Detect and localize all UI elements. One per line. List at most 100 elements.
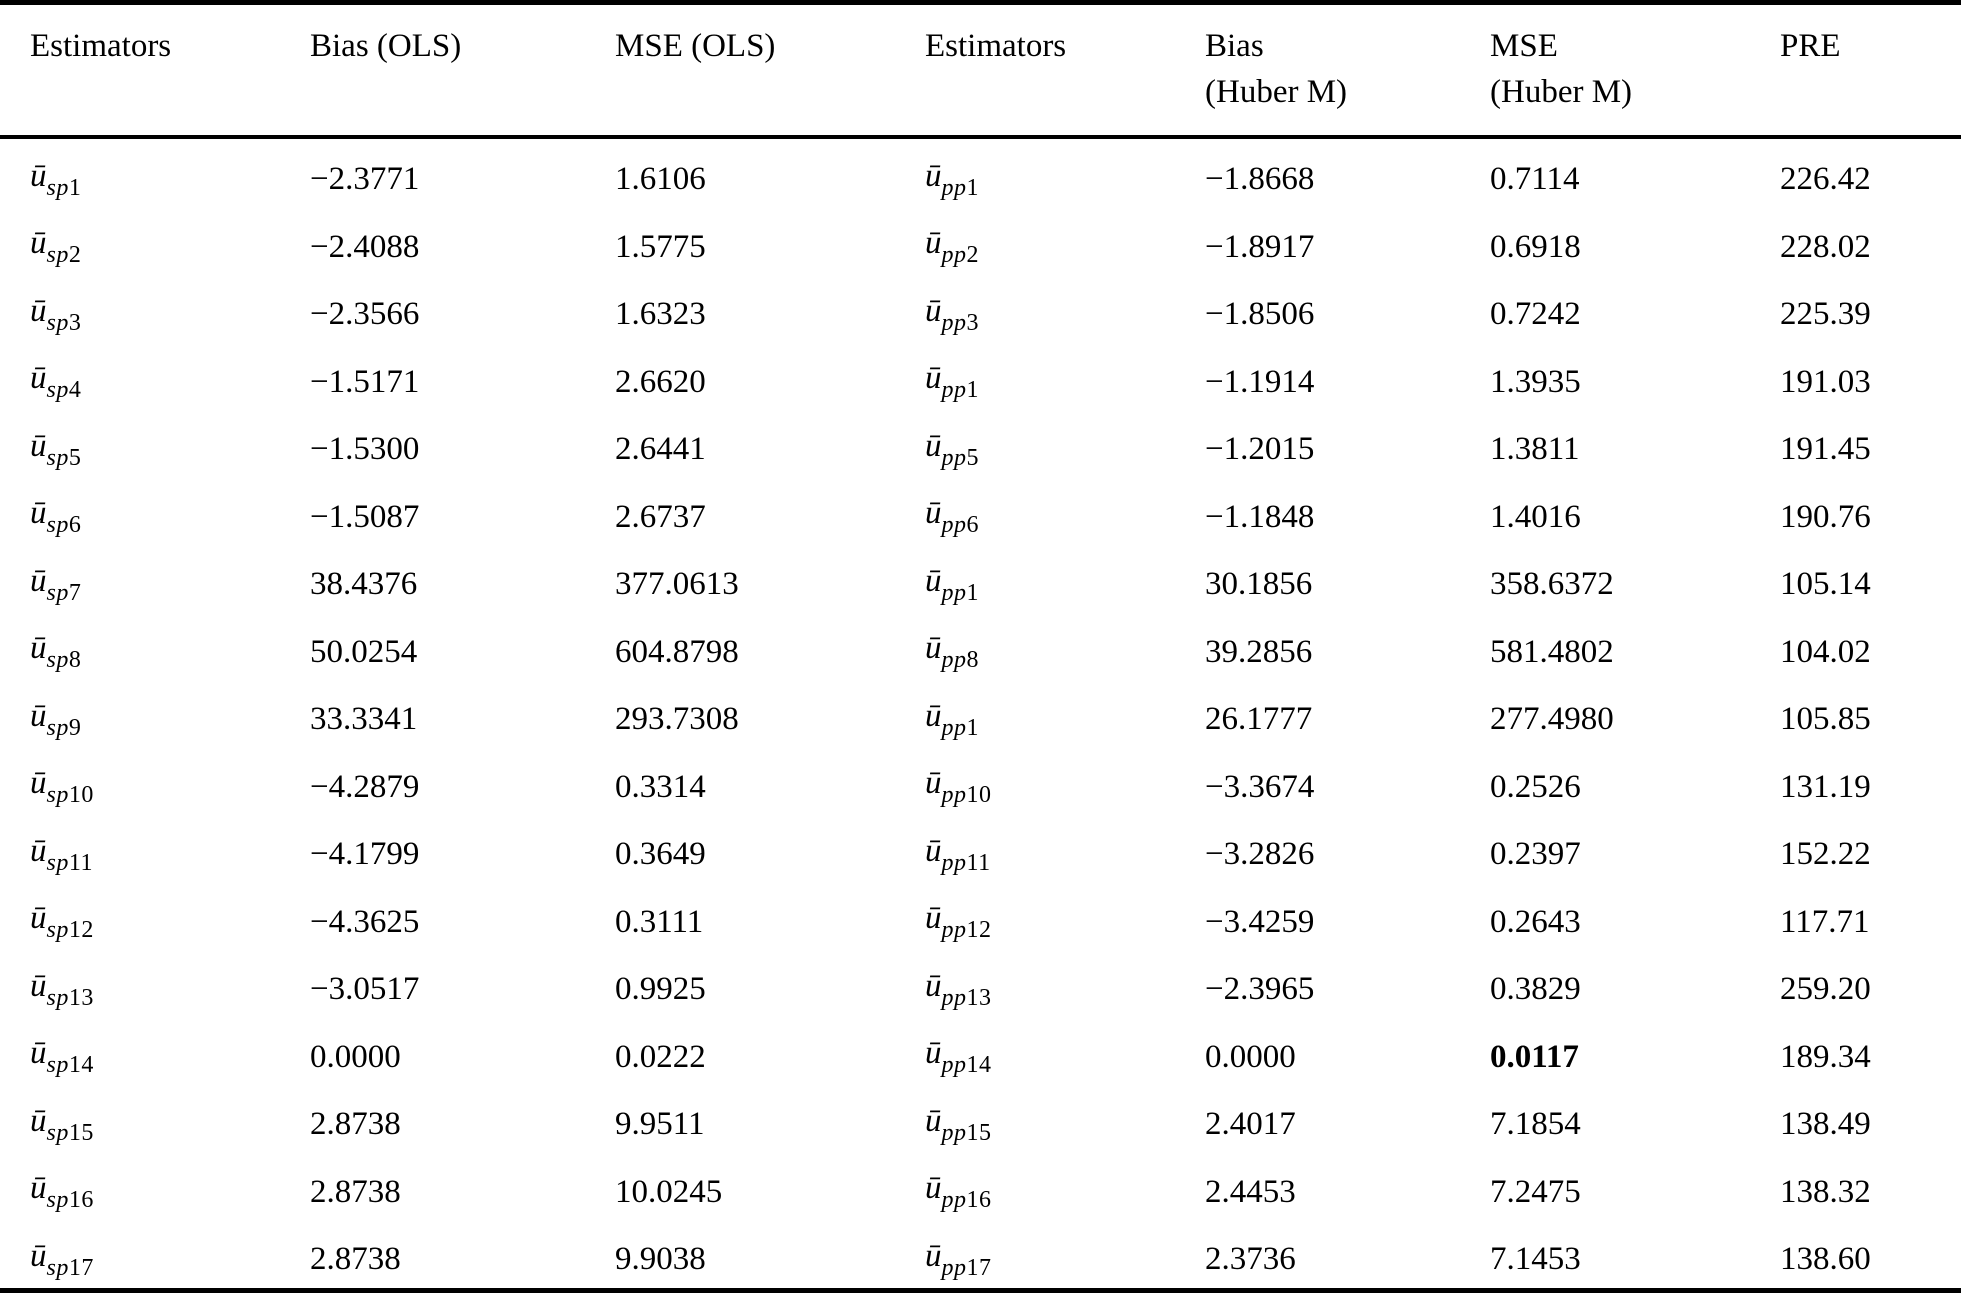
estimator-right-cell: ūpp1 (925, 698, 1205, 742)
table-row: ūsp17 2.8738 9.9038 ūpp17 2.3736 7.1453 … (0, 1226, 1961, 1294)
mse-huber-value: 0.7242 (1490, 296, 1581, 333)
estimator-left-cell: ūsp16 (0, 1170, 310, 1214)
estimator-left-cell: ūsp14 (0, 1035, 310, 1079)
bias-huber-value: −1.1914 (1205, 363, 1315, 400)
estimator-right-cell: ūpp3 (925, 293, 1205, 337)
estimator-left-cell: ūsp3 (0, 293, 310, 337)
mse-ols-value: 1.5775 (615, 228, 706, 265)
estimator-right-cell: ūpp5 (925, 428, 1205, 472)
estimator-left-symbol: ūsp12 (30, 900, 94, 944)
bias-huber-value: −1.2015 (1205, 431, 1315, 468)
mse-huber-value: 7.1453 (1490, 1241, 1581, 1278)
mse-huber-value: 0.3829 (1490, 971, 1581, 1008)
estimator-right-cell: ūpp16 (925, 1170, 1205, 1214)
bias-huber-value: 30.1856 (1205, 566, 1313, 603)
estimator-right-symbol: ūpp8 (925, 630, 979, 674)
mse-huber-value: 581.4802 (1490, 633, 1614, 670)
estimator-right-cell: ūpp1 (925, 360, 1205, 404)
pre-value: 131.19 (1780, 768, 1871, 805)
pre-value: 105.85 (1780, 701, 1871, 738)
mse-ols-value: 0.3314 (615, 768, 706, 805)
estimator-left-symbol: ūsp13 (30, 967, 94, 1011)
mse-huber-value: 358.6372 (1490, 566, 1614, 603)
column-header-estimators-right: Estimators (925, 23, 1205, 135)
mse-ols-value: 1.6106 (615, 161, 706, 198)
estimator-right-symbol: ūpp12 (925, 900, 992, 944)
pre-value: 191.45 (1780, 431, 1871, 468)
column-header-label: Estimators (925, 28, 1067, 64)
estimator-right-cell: ūpp1 (925, 158, 1205, 202)
pre-value: 117.71 (1780, 903, 1870, 940)
column-header-label: (Huber M) (1205, 74, 1348, 110)
estimator-left-cell: ūsp4 (0, 360, 310, 404)
mse-ols-value: 9.9038 (615, 1241, 706, 1278)
column-header-bias-ols: Bias (OLS) (310, 23, 615, 135)
estimator-left-cell: ūsp15 (0, 1103, 310, 1147)
table-row: ūsp12 −4.3625 0.3111 ūpp12 −3.4259 0.264… (0, 889, 1961, 957)
bias-ols-value: −2.4088 (310, 228, 420, 265)
estimator-left-symbol: ūsp10 (30, 765, 94, 809)
mse-huber-value: 0.2526 (1490, 768, 1581, 805)
table-header-row: Estimators Bias (OLS) MSE (OLS) Estimato… (0, 5, 1961, 139)
estimator-left-cell: ūsp10 (0, 765, 310, 809)
estimator-right-cell: ūpp2 (925, 225, 1205, 269)
mse-ols-value: 0.0222 (615, 1038, 706, 1075)
estimator-left-cell: ūsp6 (0, 495, 310, 539)
column-header-label: (Huber M) (1490, 74, 1633, 110)
estimator-left-symbol: ūsp7 (30, 562, 82, 606)
column-header-estimators-left: Estimators (0, 23, 310, 135)
table-row: ūsp7 38.4376 377.0613 ūpp1 30.1856 358.6… (0, 551, 1961, 619)
mse-huber-value: 0.2397 (1490, 836, 1581, 873)
bias-ols-value: −2.3566 (310, 296, 420, 333)
column-header-label: Estimators (30, 28, 172, 64)
table-row: ūsp13 −3.0517 0.9925 ūpp13 −2.3965 0.382… (0, 956, 1961, 1024)
estimator-right-cell: ūpp8 (925, 630, 1205, 674)
pre-value: 228.02 (1780, 228, 1871, 265)
mse-ols-value: 377.0613 (615, 566, 739, 603)
mse-huber-value: 0.6918 (1490, 228, 1581, 265)
estimator-left-cell: ūsp8 (0, 630, 310, 674)
pre-value: 225.39 (1780, 296, 1871, 333)
column-header-label: Bias (OLS) (310, 28, 462, 64)
estimator-right-symbol: ūpp5 (925, 427, 979, 471)
pre-value: 138.60 (1780, 1241, 1871, 1278)
estimator-right-symbol: ūpp16 (925, 1170, 992, 1214)
estimator-left-symbol: ūsp3 (30, 292, 82, 336)
pre-value: 138.49 (1780, 1106, 1871, 1143)
estimator-left-symbol: ūsp4 (30, 360, 82, 404)
table-row: ūsp3 −2.3566 1.6323 ūpp3 −1.8506 0.7242 … (0, 281, 1961, 349)
mse-huber-value: 0.7114 (1490, 161, 1580, 198)
pre-value: 190.76 (1780, 498, 1871, 535)
bias-ols-value: 0.0000 (310, 1038, 401, 1075)
estimator-left-cell: ūsp5 (0, 428, 310, 472)
estimator-left-symbol: ūsp15 (30, 1102, 94, 1146)
bias-huber-value: −3.4259 (1205, 903, 1315, 940)
estimator-right-symbol: ūpp6 (925, 495, 979, 539)
table-row: ūsp6 −1.5087 2.6737 ūpp6 −1.1848 1.4016 … (0, 484, 1961, 552)
bias-ols-value: 33.3341 (310, 701, 418, 738)
estimator-right-symbol: ūpp11 (925, 832, 991, 876)
estimator-left-symbol: ūsp14 (30, 1035, 94, 1079)
mse-ols-value: 2.6737 (615, 498, 706, 535)
bias-ols-value: −2.3771 (310, 161, 420, 198)
bias-huber-value: 2.4453 (1205, 1173, 1296, 1210)
estimator-left-symbol: ūsp1 (30, 157, 82, 201)
bias-huber-value: −1.8917 (1205, 228, 1315, 265)
bias-ols-value: −4.3625 (310, 903, 420, 940)
mse-huber-value: 1.4016 (1490, 498, 1581, 535)
table-row: ūsp1 −2.3771 1.6106 ūpp1 −1.8668 0.7114 … (0, 146, 1961, 214)
bias-huber-value: −1.1848 (1205, 498, 1315, 535)
table-row: ūsp4 −1.5171 2.6620 ūpp1 −1.1914 1.3935 … (0, 349, 1961, 417)
estimator-right-cell: ūpp15 (925, 1103, 1205, 1147)
bias-ols-value: 2.8738 (310, 1106, 401, 1143)
estimator-right-symbol: ūpp2 (925, 225, 979, 269)
bias-ols-value: −1.5300 (310, 431, 420, 468)
estimator-right-cell: ūpp1 (925, 563, 1205, 607)
pre-value: 189.34 (1780, 1038, 1871, 1075)
estimator-right-symbol: ūpp14 (925, 1035, 992, 1079)
estimator-right-cell: ūpp6 (925, 495, 1205, 539)
estimator-right-symbol: ūpp10 (925, 765, 992, 809)
estimator-left-cell: ūsp9 (0, 698, 310, 742)
bias-ols-value: −1.5171 (310, 363, 420, 400)
table-row: ūsp14 0.0000 0.0222 ūpp14 0.0000 0.0117 … (0, 1024, 1961, 1092)
